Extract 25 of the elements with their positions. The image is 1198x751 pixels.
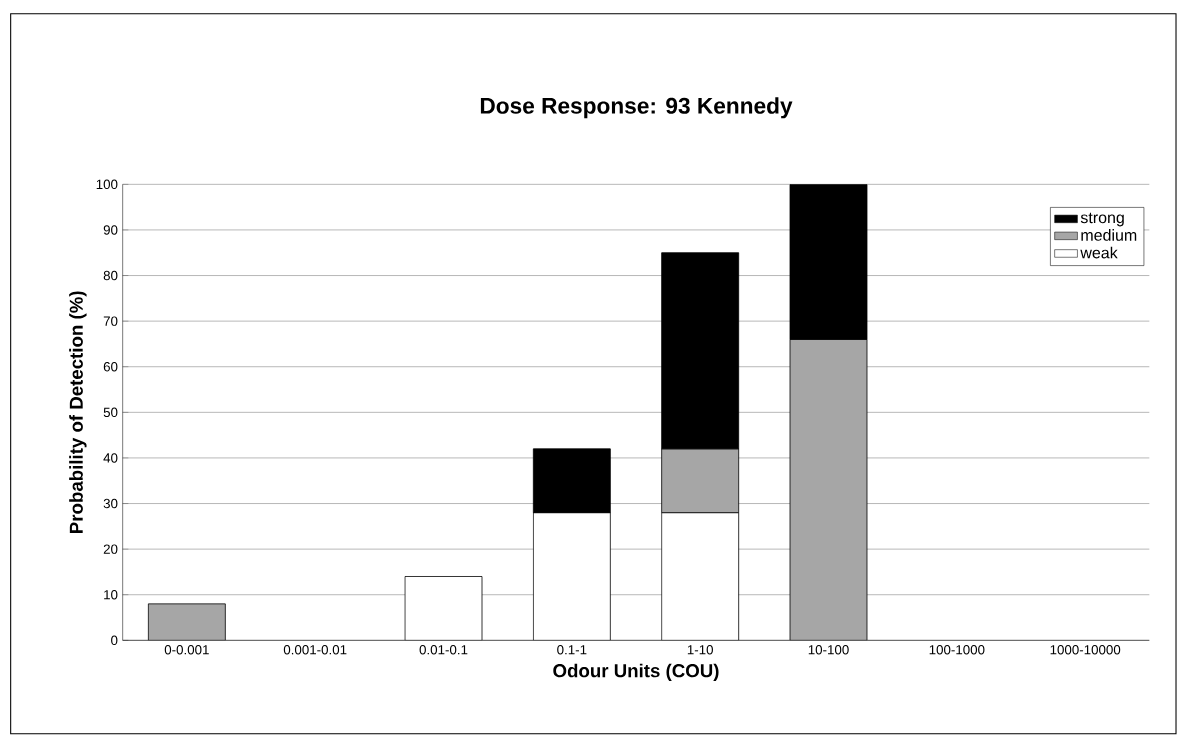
- y-tick-label: 0: [111, 635, 118, 646]
- y-tick-label: 80: [103, 270, 118, 281]
- y-axis-title: Probability of Detection (%): [69, 291, 87, 533]
- x-tick-label: 0.01-0.1: [419, 645, 468, 655]
- y-tick-label: 40: [103, 453, 118, 463]
- legend-label: strong: [1080, 212, 1124, 227]
- legend-label: medium: [1081, 229, 1137, 241]
- x-tick-label: 100-1000: [929, 645, 985, 655]
- x-tick-label: 0.1-1: [557, 645, 587, 655]
- x-axis-title: Odour Units (COU): [553, 663, 719, 682]
- chart-title: Dose Response: 93 Kennedy: [480, 97, 793, 119]
- x-tick-label: 0.001-0.01: [283, 645, 347, 655]
- x-tick-label: 0-0.001: [164, 645, 209, 655]
- legend-label: weak: [1080, 246, 1118, 259]
- y-tick-label: 60: [103, 362, 118, 372]
- y-tick-label: 90: [103, 225, 118, 235]
- y-tick-label: 100: [96, 179, 118, 190]
- x-tick-label: 1-10: [687, 645, 713, 655]
- y-tick-label: 70: [103, 316, 118, 326]
- y-tick-label: 50: [103, 407, 118, 418]
- x-tick-label: 10-100: [808, 645, 849, 655]
- y-tick-label: 30: [103, 498, 118, 509]
- y-tick-label: 10: [104, 590, 118, 600]
- x-tick-label: 1000-10000: [1050, 645, 1121, 655]
- y-tick-label: 20: [103, 544, 118, 554]
